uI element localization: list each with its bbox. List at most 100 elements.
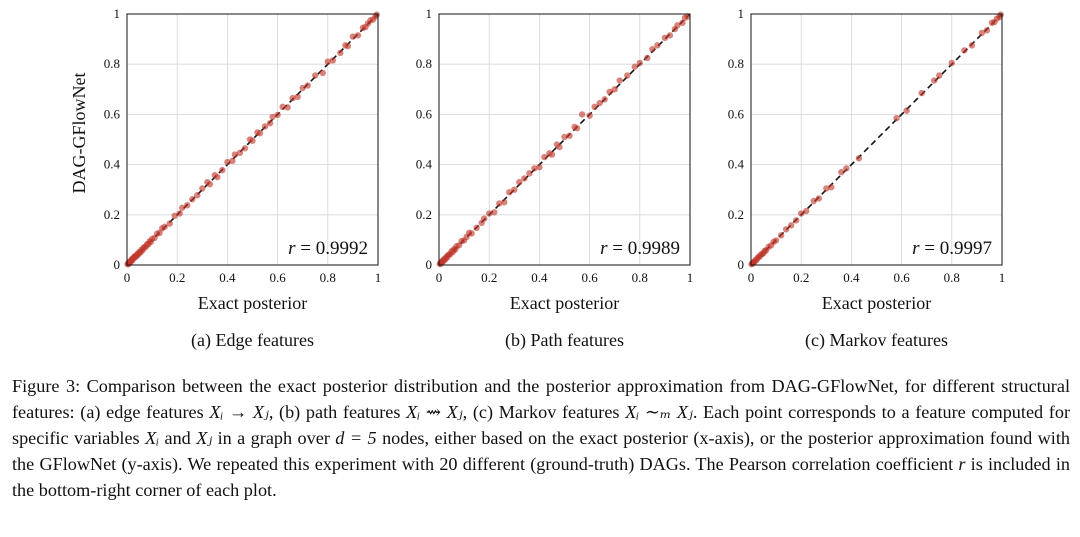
- data-point: [511, 186, 518, 193]
- data-point: [649, 45, 656, 53]
- x-tick-label: 1: [375, 270, 382, 285]
- axes-frame: [750, 13, 1003, 266]
- data-point: [516, 178, 523, 186]
- data-point: [596, 99, 603, 107]
- data-point: [256, 130, 264, 137]
- data-point: [337, 49, 344, 57]
- data-point: [486, 210, 493, 217]
- data-point: [606, 88, 613, 96]
- data-point: [344, 42, 352, 50]
- caption-text: is included in the bottom-right corner o…: [12, 454, 1071, 500]
- y-tick-label: 0.4: [416, 157, 433, 172]
- data-point: [179, 204, 186, 211]
- data-point: [893, 114, 900, 122]
- data-point: [473, 224, 480, 232]
- data-point: [349, 33, 357, 40]
- data-point: [224, 158, 231, 166]
- data-point: [171, 212, 178, 220]
- data-point: [561, 133, 568, 141]
- data-point: [810, 197, 817, 205]
- y-tick-label: 0.2: [104, 207, 120, 222]
- data-point: [304, 82, 311, 89]
- correlation-symbol: r: [288, 238, 296, 259]
- data-point: [219, 166, 226, 174]
- reference-line-y-equals-x: [750, 13, 1003, 266]
- data-point: [274, 111, 281, 119]
- x-tick-label: 0.8: [944, 270, 960, 285]
- y-tick-label: 0.4: [104, 157, 121, 172]
- data-point: [616, 77, 623, 84]
- x-tick-label: 0: [748, 270, 755, 285]
- data-point: [566, 132, 573, 139]
- data-point: [266, 119, 274, 127]
- data-point: [792, 217, 800, 224]
- y-tick-label: 0.8: [728, 56, 744, 71]
- data-point: [229, 157, 236, 165]
- data-point: [506, 189, 513, 196]
- x-axis-label: Exact posterior: [510, 293, 619, 313]
- data-point: [798, 210, 805, 217]
- chart-panel-2: 00 0.2 0.2 0.4 0.4 0.6 0.6 0.8 0.8 1 1 r = 0.9997 Ex…: [728, 6, 1006, 351]
- data-point: [787, 222, 795, 229]
- correlation-annotation: r = 0.9997: [912, 238, 992, 259]
- subfigure-caption: (c) Markov features: [805, 330, 948, 351]
- data-point: [189, 196, 196, 203]
- correlation-annotation: r = 0.9989: [600, 238, 680, 259]
- data-point: [968, 42, 976, 49]
- caption-math-markov: Xᵢ ∼ₘ Xⱼ: [625, 402, 693, 422]
- data-point: [236, 149, 244, 157]
- data-point: [936, 72, 943, 79]
- data-point: [611, 86, 618, 93]
- data-point: [548, 151, 556, 158]
- data-point: [249, 137, 256, 144]
- data-point: [666, 32, 674, 39]
- data-point: [631, 63, 638, 70]
- correlation-value: = 0.9997: [920, 238, 992, 259]
- data-point: [354, 32, 362, 39]
- data-point: [329, 57, 337, 64]
- y-tick-label: 0: [738, 257, 745, 272]
- data-point: [294, 93, 301, 101]
- chart-panel-1: 00 0.2 0.2 0.4 0.4 0.6 0.6 0.8 0.8 1 1 r = 0.9989 Ex…: [416, 6, 694, 351]
- x-axis-label: Exact posterior: [822, 293, 931, 313]
- x-tick-label: 0.2: [793, 270, 809, 285]
- subfigure-caption: (a) Edge features: [191, 330, 314, 351]
- data-point: [206, 180, 214, 188]
- data-point: [166, 220, 173, 227]
- caption-math-d: d = 5: [335, 428, 377, 448]
- data-point: [777, 232, 785, 239]
- data-point: [772, 237, 780, 244]
- data-point: [556, 143, 563, 151]
- caption-text: . Each point corresponds to a feature co…: [12, 402, 1070, 448]
- shared-y-axis-label: DAG-GFlowNet: [69, 73, 89, 194]
- axes-frame: [438, 13, 691, 266]
- data-point: [644, 54, 651, 62]
- data-point: [661, 34, 669, 42]
- data-point: [961, 47, 968, 54]
- data-point: [491, 209, 498, 216]
- y-tick-label: 0.6: [104, 106, 121, 121]
- data-point: [299, 84, 306, 92]
- data-point: [373, 11, 380, 18]
- data-point: [803, 207, 810, 215]
- data-point: [679, 19, 686, 26]
- data-point: [176, 210, 183, 217]
- y-tick-label: 0.8: [104, 56, 120, 71]
- data-point: [573, 125, 581, 132]
- x-tick-label: 0.6: [269, 270, 286, 285]
- data-point: [903, 107, 910, 114]
- x-tick-label: 0.2: [169, 270, 185, 285]
- y-tick-label: 0.6: [728, 106, 745, 121]
- data-point: [978, 29, 986, 37]
- x-tick-label: 0.4: [219, 270, 236, 285]
- chart-panel-0: 00 0.2 0.2 0.4 0.4 0.6 0.6 0.8 0.8 1 1 r = 0.9992 Ex…: [104, 6, 382, 351]
- y-tick-label: 0.2: [728, 207, 744, 222]
- data-point: [231, 151, 239, 158]
- x-tick-label: 1: [999, 270, 1006, 285]
- correlation-symbol: r: [912, 238, 920, 259]
- data-point: [194, 192, 201, 199]
- caption-math-r: r: [958, 454, 966, 474]
- data-point: [199, 185, 206, 192]
- caption-math-xi: Xᵢ: [145, 428, 160, 448]
- correlation-annotation: r = 0.9992: [288, 238, 368, 259]
